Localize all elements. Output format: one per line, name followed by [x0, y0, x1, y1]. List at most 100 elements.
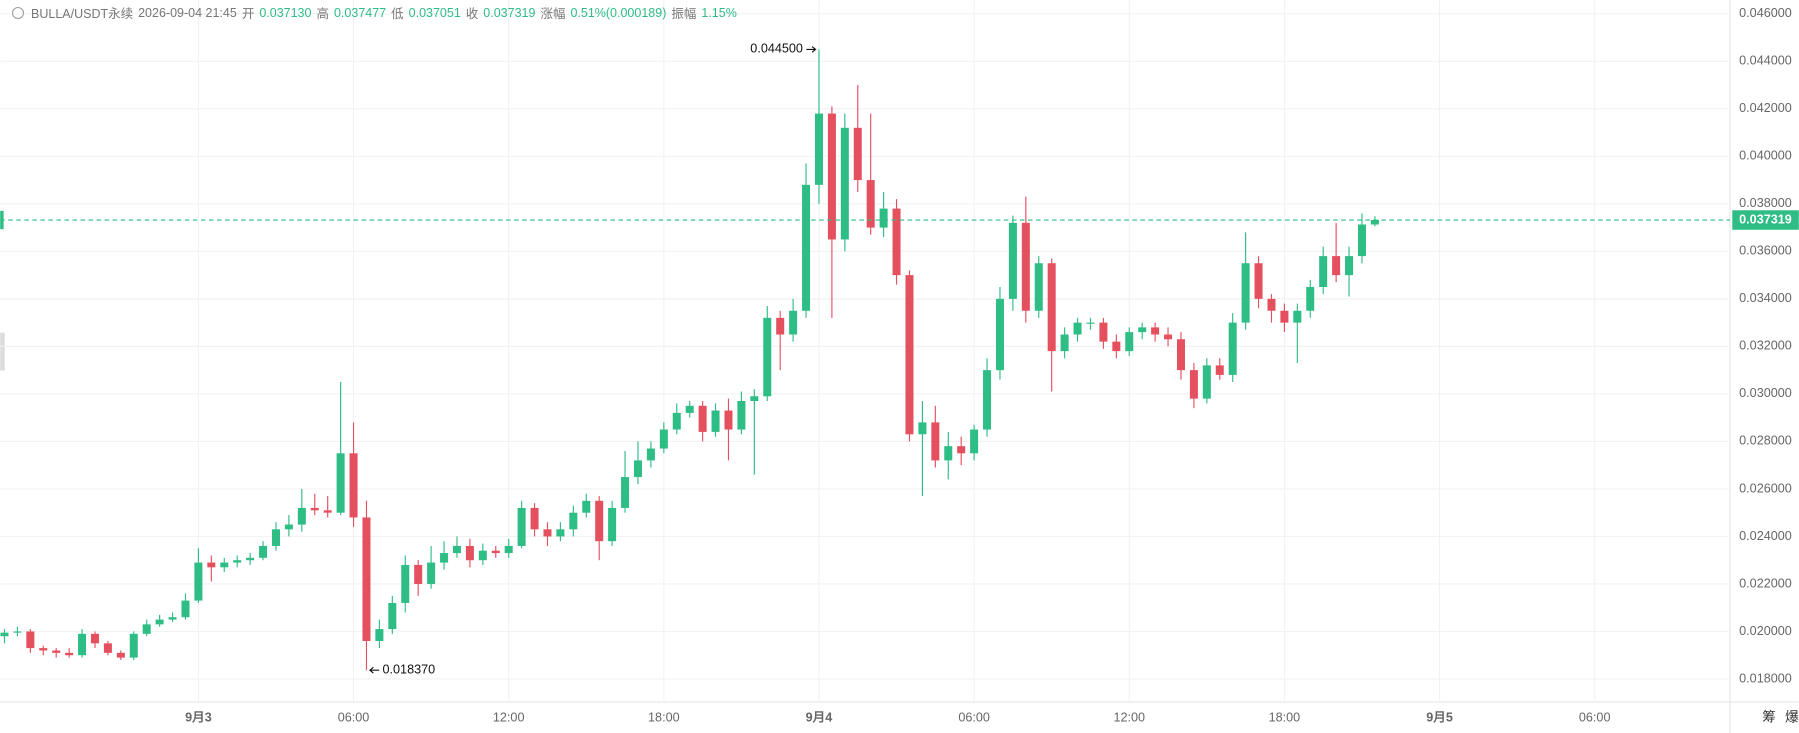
candle-body: [1176, 339, 1185, 371]
y-tick-label: 0.034000: [1739, 291, 1792, 305]
y-tick-label: 0.040000: [1739, 149, 1792, 163]
candle-body: [1073, 322, 1082, 335]
candle-body: [478, 550, 487, 561]
candle-body: [401, 564, 410, 603]
candle-body: [297, 507, 306, 525]
candle-body: [957, 446, 966, 454]
candle-body: [362, 517, 371, 641]
candle-body: [1021, 222, 1030, 311]
candle-body: [1345, 256, 1354, 276]
y-tick-label: 0.028000: [1739, 434, 1792, 448]
y-tick-label: 0.046000: [1739, 6, 1792, 20]
low-label: 0.018370: [383, 663, 436, 677]
candle-body: [414, 564, 423, 584]
field-value: 0.037319: [483, 5, 536, 20]
collapse-icon[interactable]: [12, 6, 24, 19]
candle-body: [259, 545, 268, 558]
low-arrow: [369, 666, 380, 674]
candle-body: [1138, 327, 1147, 333]
x-tick-label: 12:00: [493, 710, 525, 724]
high-arrow: [806, 46, 817, 53]
candle-body: [569, 512, 578, 530]
y-tick-label: 0.030000: [1739, 386, 1792, 400]
x-tick-label: 9月4: [806, 710, 833, 724]
candle-body: [440, 553, 449, 563]
candle-body: [995, 298, 1004, 371]
last-price-label: 0.037319: [1739, 212, 1792, 226]
candle-body: [155, 619, 164, 625]
candle-body: [427, 562, 436, 584]
candle-body: [582, 500, 591, 513]
y-tick-label: 0.044000: [1739, 54, 1792, 68]
candle-body: [763, 317, 772, 397]
x-tick-label: 06:00: [958, 710, 990, 724]
y-tick-label: 0.018000: [1739, 671, 1792, 685]
candle-body: [672, 412, 681, 430]
candle-body: [388, 602, 397, 630]
tool-button[interactable]: 筹: [1762, 709, 1776, 725]
y-tick-label: 0.032000: [1739, 339, 1792, 353]
field-value: 1.15%: [701, 5, 737, 20]
y-tick-label: 0.022000: [1739, 576, 1792, 590]
candle-body: [1008, 222, 1017, 299]
candle-body: [52, 650, 61, 653]
candle-body: [323, 510, 332, 513]
candle-body: [233, 560, 242, 563]
candle-body: [310, 507, 319, 511]
y-tick-label: 0.042000: [1739, 101, 1792, 115]
candle-body: [1099, 322, 1108, 342]
y-tick-label: 0.036000: [1739, 244, 1792, 258]
candle-body: [840, 127, 849, 240]
candle-body: [1125, 332, 1134, 352]
candle-body: [26, 631, 35, 649]
candle-body: [90, 633, 99, 644]
candle-body: [13, 631, 22, 633]
symbol: BULLA/USDT永续: [31, 7, 134, 21]
candle-body: [1267, 298, 1276, 311]
candle-body: [931, 422, 940, 461]
field-label: 收: [465, 7, 479, 21]
candle-body: [789, 310, 798, 335]
candle-body: [116, 652, 125, 658]
candle-body: [918, 422, 927, 435]
y-tick-label: 0.038000: [1739, 196, 1792, 210]
candle-body: [1319, 256, 1328, 287]
candle-body: [1370, 220, 1379, 225]
field-label: 振幅: [671, 7, 697, 21]
candle-body: [750, 396, 759, 402]
candle-body: [776, 317, 785, 335]
y-tick-label: 0.024000: [1739, 529, 1792, 543]
candle-body: [1241, 263, 1250, 323]
x-tick-label: 06:00: [338, 710, 370, 724]
candle-body: [39, 648, 48, 651]
tool-button[interactable]: 爆: [1785, 710, 1799, 725]
candle-body: [78, 633, 87, 656]
overlay: 0.037319 0.044500 0.018370 筹爆: [0, 42, 1799, 725]
candle-body: [892, 208, 901, 276]
candle-body: [698, 405, 707, 432]
candle-body: [168, 617, 177, 620]
candle-body: [853, 127, 862, 181]
field-label: 涨幅: [540, 7, 566, 21]
x-tick-label: 9月3: [185, 710, 212, 724]
candle-body: [1164, 334, 1173, 340]
candle-body: [349, 453, 358, 518]
candle-body: [1280, 310, 1289, 323]
candle-body: [284, 524, 293, 530]
candle-body: [1086, 322, 1095, 324]
candle-body: [194, 562, 203, 601]
candle-body: [181, 600, 190, 618]
candle-body: [1189, 370, 1198, 399]
x-tick-label: 18:00: [648, 710, 680, 724]
field-value: 0.037477: [333, 5, 387, 20]
candle-body: [970, 429, 979, 454]
last-price-marker: [0, 210, 4, 230]
candle-body: [737, 401, 746, 430]
candle-body: [827, 113, 836, 240]
x-tick-label: 06:00: [1579, 710, 1611, 724]
candle-body: [517, 507, 526, 546]
candle-body: [633, 460, 642, 478]
candle-body: [1254, 263, 1263, 299]
